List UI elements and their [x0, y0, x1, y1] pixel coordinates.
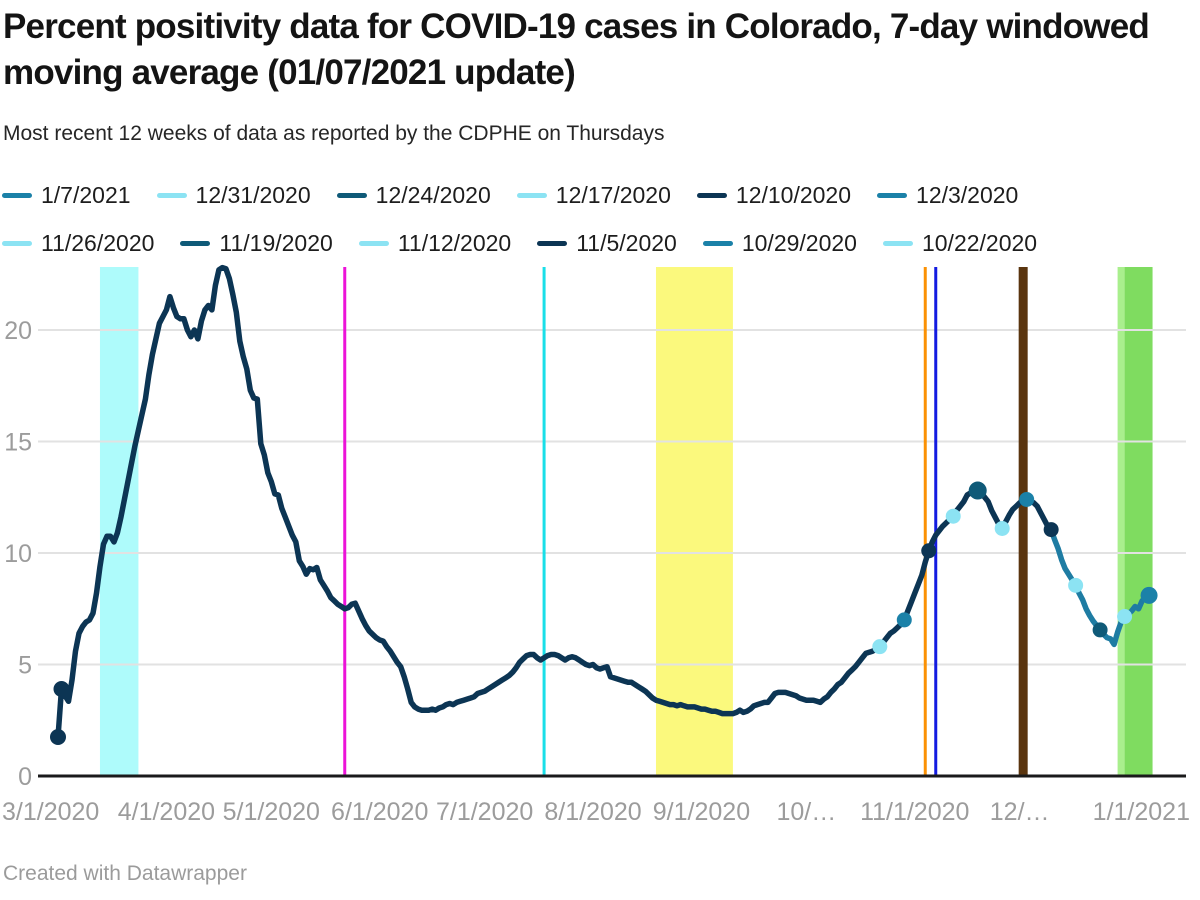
legend-label: 10/22/2020: [921, 230, 1038, 256]
y-tick-label: 15: [4, 429, 32, 457]
chart-title: Percent positivity data for COVID-19 cas…: [3, 7, 1150, 92]
legend-swatch-icon: [336, 193, 367, 198]
legend-swatch-icon: [516, 193, 547, 198]
x-tick-label: 8/1/2020: [544, 798, 641, 826]
y-tick-label: 10: [4, 540, 32, 568]
x-tick-label: 10/…: [776, 798, 836, 826]
annotation-band-yellow-late-aug: [655, 267, 733, 776]
end-dot-12-3-2020: [1019, 491, 1035, 507]
legend-item: 11/19/2020: [180, 230, 333, 257]
legend-label: 11/12/2020: [397, 230, 512, 256]
legend-label: 12/17/2020: [555, 182, 671, 208]
end-dot-10-29-2020: [896, 612, 912, 628]
legend-swatch-icon: [537, 241, 568, 246]
start-dot-2020-03-02: [53, 681, 70, 698]
legend-label: 11/5/2020: [576, 230, 677, 256]
legend-swatch-icon: [696, 193, 727, 198]
end-dot-10-22-2020: [872, 639, 888, 655]
y-tick-label: 0: [18, 763, 32, 791]
legend-label: 10/29/2020: [741, 230, 857, 256]
x-tick-label: 4/1/2020: [118, 798, 215, 826]
legend-swatch-icon: [180, 241, 211, 246]
end-dot-11-5-2020: [921, 543, 937, 559]
x-tick-label: 3/1/2020: [2, 798, 99, 826]
legend-item: 12/3/2020: [877, 182, 1018, 209]
legend-item: 10/29/2020: [702, 230, 857, 257]
legend-swatch-icon: [877, 193, 908, 198]
legend-swatch-icon: [882, 241, 913, 246]
legend-swatch-icon: [156, 193, 187, 198]
legend-label: 11/26/2020: [41, 230, 155, 256]
legend-row: 1/7/2021 12/31/2020 12/24/2020 12/17/2020 12…: [2, 182, 1196, 209]
legend-swatch-icon: [2, 193, 32, 198]
end-dot-12-24-2020: [1092, 622, 1108, 638]
legend-swatch-icon: [358, 241, 389, 246]
end-dot-12-10-2020: [1043, 522, 1059, 538]
legend-swatch-icon: [2, 241, 32, 246]
end-dot-11-26-2020: [994, 520, 1010, 536]
legend-label: 12/24/2020: [375, 182, 491, 208]
legend-item: 11/26/2020: [2, 230, 154, 257]
end-dot-11-12-2020: [945, 508, 961, 524]
legend-item: 11/12/2020: [358, 230, 512, 257]
legend-label: 12/3/2020: [916, 182, 1019, 208]
plot-line-main: [55, 264, 1054, 740]
x-tick-label: 9/1/2020: [653, 798, 750, 826]
datawrapper-credit: Created with Datawrapper: [3, 862, 247, 885]
legend-item: 1/7/2021: [2, 182, 131, 209]
x-tick-label: 1/1/2021: [1093, 798, 1190, 826]
annotation-band-green-jan: [1124, 267, 1153, 776]
end-dot-12-31-2020: [1117, 609, 1133, 625]
legend-label: 12/31/2020: [195, 182, 311, 208]
x-tick-label: 6/1/2020: [331, 798, 428, 826]
chart-subtitle: Most recent 12 weeks of data as reported…: [3, 122, 665, 145]
x-tick-label: 12/…: [990, 798, 1050, 826]
legend-item: 12/10/2020: [696, 182, 852, 209]
legend-item: 12/17/2020: [516, 182, 671, 209]
end-dot-12-17-2020: [1068, 577, 1084, 593]
y-tick-label: 5: [18, 652, 32, 680]
x-tick-label: 7/1/2020: [436, 798, 533, 826]
annotation-band-green-light-edge: [1117, 267, 1125, 776]
legend-item: 10/22/2020: [882, 230, 1038, 257]
legend-item: 11/5/2020: [537, 230, 677, 257]
end-dot-11-19-2020: [968, 481, 987, 500]
legend: 1/7/2021 12/31/2020 12/24/2020 12/17/2020 12…: [2, 182, 1196, 278]
legend-row: 11/26/2020 11/19/2020 11/12/2020 11/5/2020 1…: [2, 230, 1196, 257]
legend-label: 12/10/2020: [735, 182, 852, 208]
x-tick-label: 5/1/2020: [223, 798, 320, 826]
y-tick-label: 20: [4, 317, 32, 345]
x-tick-label: 11/1/2020: [860, 798, 969, 826]
legend-item: 12/31/2020: [156, 182, 311, 209]
end-dot-1-7-2021: [1140, 586, 1158, 604]
legend-label: 1/7/2021: [41, 182, 131, 208]
legend-label: 11/19/2020: [219, 230, 333, 256]
start-dot-2020-03-01: [50, 728, 66, 745]
legend-item: 12/24/2020: [336, 182, 491, 209]
legend-swatch-icon: [702, 241, 733, 246]
